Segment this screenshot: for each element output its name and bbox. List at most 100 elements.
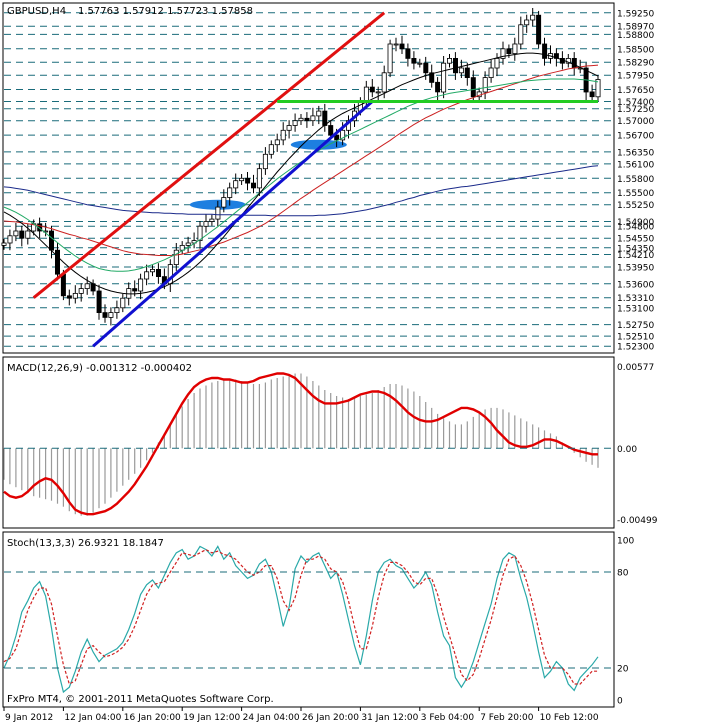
- price-candle-body: [334, 134, 340, 141]
- price-candle-body: [25, 230, 31, 239]
- price-candle-body: [518, 24, 524, 45]
- price-axis-label: 1.53310: [617, 294, 654, 304]
- price-candle-body: [292, 120, 298, 126]
- price-candle-body: [37, 223, 43, 232]
- time-axis-label: 3 Feb 04:00: [421, 713, 475, 723]
- price-candle-body: [66, 295, 72, 299]
- price-candle-body: [138, 278, 144, 292]
- price-candle-body: [60, 273, 66, 297]
- price-axis-label: 1.53950: [617, 264, 654, 274]
- time-axis-label: 24 Jan 04:00: [243, 713, 300, 723]
- macd-signal-line: [3, 372, 598, 516]
- stoch-signal-line: [3, 548, 598, 685]
- price-axis-label: 1.57650: [617, 86, 654, 96]
- price-candle-body: [274, 139, 280, 146]
- price-candle-body: [524, 19, 530, 26]
- price-axis-label: 1.57400: [617, 98, 654, 108]
- price-candle-body: [19, 230, 25, 239]
- price-candle-body: [221, 197, 227, 208]
- price-candle-body: [565, 58, 571, 64]
- price-candle-body: [1, 242, 7, 246]
- price-candle-body: [411, 58, 417, 64]
- moving-average-red: [3, 64, 599, 256]
- price-candle-body: [203, 221, 209, 227]
- price-candle-body: [446, 58, 452, 64]
- stoch-axis-label: 20: [617, 665, 629, 675]
- price-candle-body: [542, 43, 548, 59]
- price-axis-label: 1.56100: [617, 160, 654, 170]
- price-candle-body: [441, 62, 447, 93]
- upper-channel-trendline: [32, 11, 386, 299]
- price-candle-body: [78, 288, 84, 294]
- price-candle-body: [571, 58, 577, 69]
- price-candle-body: [7, 235, 13, 244]
- price-candle-body: [209, 218, 215, 222]
- price-candle-body: [262, 153, 268, 170]
- price-candle-body: [233, 180, 239, 189]
- price-candle-body: [280, 129, 286, 141]
- price-candle-body: [512, 43, 518, 55]
- price-candle-body: [423, 62, 429, 74]
- price-candle-body: [328, 125, 334, 136]
- price-candle-body: [595, 79, 601, 98]
- price-candle-body: [84, 283, 90, 289]
- moving-average-green: [3, 78, 599, 272]
- price-axis-label: 1.55250: [617, 201, 654, 211]
- price-axis-label: 1.56700: [617, 132, 654, 142]
- price-candle-body: [256, 168, 262, 189]
- price-pane: [2, 2, 615, 354]
- stoch-axis-label: 80: [617, 569, 629, 579]
- price-axis-label: 1.54350: [617, 244, 654, 254]
- price-axis-label: 1.53100: [617, 304, 654, 314]
- price-candle-body: [470, 77, 476, 98]
- moving-average-black: [3, 52, 599, 295]
- price-axis-label: 1.57950: [617, 72, 654, 82]
- copyright-text: FxPro MT4, © 2001-2011 MetaQuotes Softwa…: [7, 694, 274, 705]
- price-candle-body: [304, 117, 310, 122]
- time-axis-label: 10 Feb 12:00: [540, 713, 599, 723]
- time-axis-label: 7 Feb 20:00: [480, 713, 534, 723]
- price-candle-body: [13, 230, 19, 237]
- price-candle-body: [375, 91, 381, 94]
- price-candle-body: [215, 206, 221, 220]
- price-axis-label: 1.54900: [617, 218, 654, 228]
- chart-header-ohlc: 1.57763 1.57912 1.57723 1.57858: [78, 6, 253, 17]
- stoch-axis-label: 100: [617, 537, 634, 547]
- stoch-title: Stoch(13,3,3) 26.9321 18.1847: [7, 538, 164, 549]
- price-candle-body: [268, 144, 274, 155]
- price-axis-label: 1.53600: [617, 280, 654, 290]
- price-candle-body: [286, 125, 292, 131]
- price-candle-body: [102, 312, 108, 318]
- price-candle-body: [114, 307, 120, 313]
- price-candle-body: [49, 230, 55, 251]
- price-candle-body: [245, 177, 251, 184]
- macd-axis-label: 0.00: [617, 445, 637, 455]
- macd-pane: [2, 356, 615, 529]
- price-candle-body: [458, 67, 464, 74]
- price-candle-body: [381, 72, 387, 93]
- price-candle-body: [149, 268, 155, 273]
- price-candle-body: [55, 249, 61, 275]
- stoch-main-line: [3, 545, 599, 694]
- chart-header-symbol: GBPUSD,H4: [7, 6, 66, 17]
- price-candle-body: [132, 288, 138, 292]
- time-axis-label: 12 Jan 04:00: [64, 713, 121, 723]
- price-candle-body: [72, 292, 78, 299]
- price-candle-body: [239, 177, 245, 182]
- price-candle-body: [363, 86, 369, 102]
- time-axis-label: 19 Jan 12:00: [183, 713, 240, 723]
- price-candle-body: [227, 187, 233, 198]
- price-candle-body: [197, 225, 203, 241]
- price-candle-body: [393, 43, 399, 46]
- price-candle-body: [173, 249, 179, 265]
- price-axis-label: 1.58500: [617, 45, 654, 55]
- price-candle-body: [399, 43, 405, 50]
- stoch-pane: [2, 531, 615, 708]
- price-axis-label: 1.54800: [617, 223, 654, 233]
- price-axis-label: 1.59250: [617, 9, 654, 19]
- macd-axis-label: 0.00577: [617, 363, 654, 373]
- price-candle-body: [120, 297, 126, 309]
- price-candle-body: [417, 62, 423, 65]
- price-candle-body: [494, 58, 500, 69]
